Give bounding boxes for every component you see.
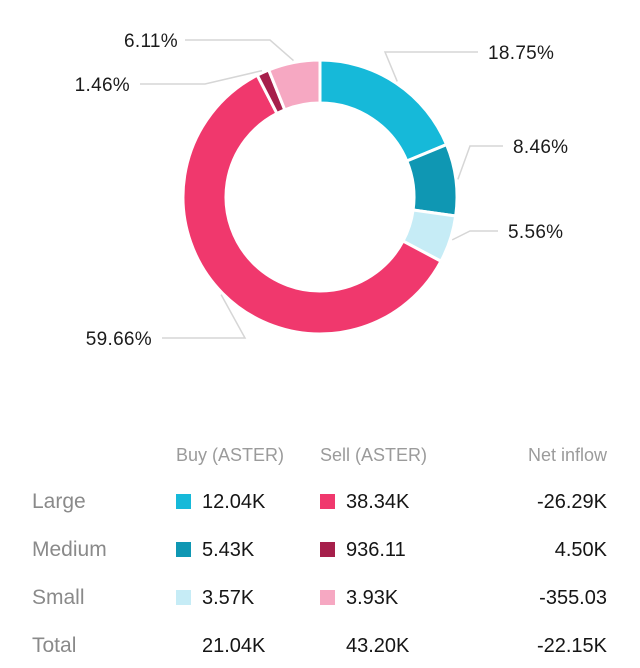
legend-swatch-small-buy	[176, 590, 191, 605]
buy-value-text: 3.57K	[202, 587, 255, 609]
total-buy-value: 21.04K	[202, 635, 266, 657]
slice-percent-label: 8.46%	[513, 137, 568, 158]
sell-value-text: 3.93K	[346, 587, 399, 609]
legend-swatch-large-sell	[320, 494, 335, 509]
row-label: Total	[32, 634, 77, 657]
sell-value: 38.34K	[320, 487, 409, 517]
legend-swatch-medium-sell	[320, 542, 335, 557]
buy-value: 12.04K	[176, 487, 265, 517]
slice-percent-label: 18.75%	[488, 43, 554, 64]
donut-chart: 18.75% 8.46% 5.56% 59.66% 1.46% 6.11%	[75, 31, 568, 350]
table-header: Buy (ASTER) Sell (ASTER) Net inflow	[0, 440, 640, 470]
table-row-small: Small 3.57K 3.93K -355.03	[0, 583, 640, 613]
row-label: Medium	[32, 538, 107, 561]
leader-line	[162, 294, 247, 339]
buy-value-text: 5.43K	[202, 539, 255, 561]
slice-percent-label: 1.46%	[75, 75, 130, 96]
table-row-large: Large 12.04K 38.34K -26.29K	[0, 487, 640, 517]
total-net-inflow-value: -22.15K	[536, 635, 607, 657]
buy-value: 3.57K	[176, 583, 254, 613]
row-label: Small	[32, 586, 85, 609]
table-row-medium: Medium 5.43K 936.11 4.50K	[0, 535, 640, 565]
legend-swatch-medium-buy	[176, 542, 191, 557]
total-sell-value: 43.20K	[346, 635, 410, 657]
sell-value-text: 38.34K	[346, 491, 410, 513]
leader-line	[457, 145, 503, 180]
slice-percent-label: 5.56%	[508, 222, 563, 243]
leader-line	[140, 69, 263, 85]
slice-percent-label: 6.11%	[124, 31, 178, 52]
net-inflow-value: -26.29K	[536, 491, 607, 513]
header-sell: Sell (ASTER)	[320, 445, 428, 465]
net-inflow-value: 4.50K	[554, 539, 607, 561]
header-net-inflow: Net inflow	[527, 445, 607, 465]
donut-slice-small-sell[interactable]	[267, 58, 322, 112]
table-row-total: Total 21.04K 43.20K -22.15K	[0, 631, 640, 661]
sell-value: 936.11	[320, 535, 406, 565]
buy-value: 5.43K	[176, 535, 254, 565]
net-inflow-value: -355.03	[539, 587, 607, 609]
slice-percent-label: 59.66%	[86, 329, 152, 350]
leader-line	[185, 39, 294, 62]
row-label: Large	[32, 490, 86, 513]
sell-value: 3.93K	[320, 583, 398, 613]
donut-slice-large-sell[interactable]	[181, 73, 443, 336]
buy-value-text: 12.04K	[202, 491, 266, 513]
leader-line	[451, 230, 498, 241]
legend-swatch-large-buy	[176, 494, 191, 509]
donut-slice-large-buy[interactable]	[318, 58, 449, 163]
legend-swatch-small-sell	[320, 590, 335, 605]
header-buy: Buy (ASTER)	[176, 445, 285, 465]
leader-line	[383, 51, 478, 82]
sell-value-text: 936.11	[346, 539, 406, 561]
